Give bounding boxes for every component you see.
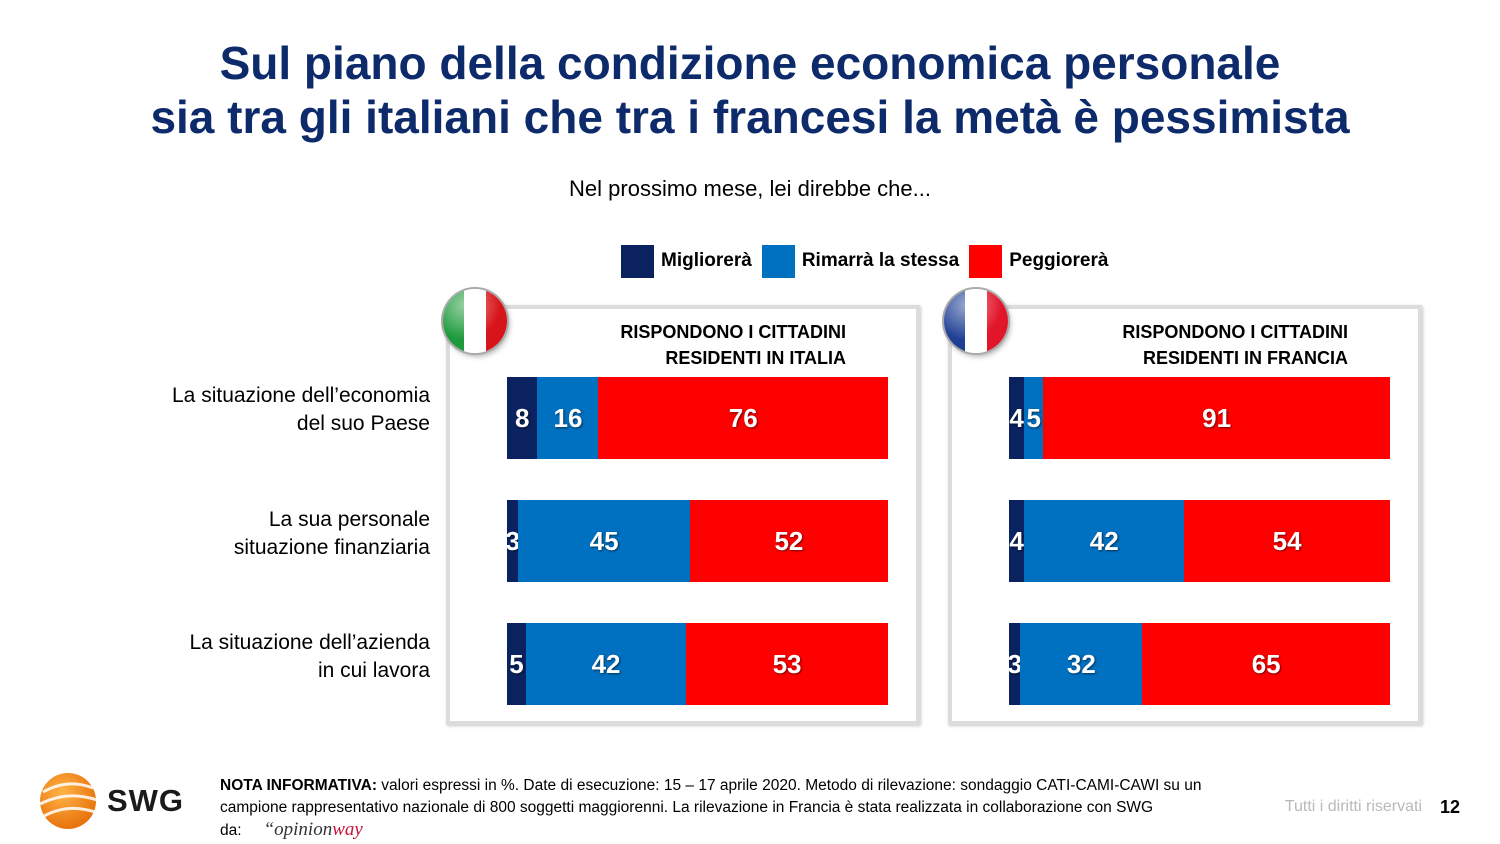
segment-rimarra: 45 xyxy=(518,500,690,582)
legend-swatch xyxy=(761,244,795,278)
swg-logo-icon xyxy=(39,773,98,829)
segment-migliorera: 5 xyxy=(507,623,527,705)
stacked-bar: 5 42 53 xyxy=(507,623,888,705)
data-label: 3 xyxy=(1007,648,1022,679)
title-line-2: sia tra gli italiani che tra i francesi … xyxy=(150,91,1350,143)
legend-item-migliorera: Migliorerà xyxy=(621,244,752,278)
legend-label: Rimarrà la stessa xyxy=(801,250,960,271)
stacked-bar: 3 45 52 xyxy=(505,500,888,582)
segment-peggiorera: 54 xyxy=(1184,500,1390,582)
row-label-economia: La situazione dell’economia del suo Paes… xyxy=(60,382,430,438)
row-label-line: del suo Paese xyxy=(296,412,430,435)
data-label: 32 xyxy=(1066,648,1096,679)
data-label: 5 xyxy=(1026,402,1041,433)
legend-item-peggiorera: Peggiorerà xyxy=(969,244,1109,278)
segment-rimarra: 5 xyxy=(1024,377,1044,459)
data-label: 4 xyxy=(1009,525,1024,556)
data-label: 5 xyxy=(509,648,524,679)
opinionway-logo: “opinionway xyxy=(264,819,363,840)
segment-peggiorera: 65 xyxy=(1142,623,1390,705)
data-label: 53 xyxy=(772,648,802,679)
panel-heading-line: RESIDENTI IN ITALIA xyxy=(665,348,846,368)
data-label: 45 xyxy=(589,525,619,556)
panel-heading-line: RESIDENTI IN FRANCIA xyxy=(1142,348,1348,368)
segment-migliorera: 3 xyxy=(505,500,520,582)
row-label-line: La sua personale xyxy=(268,508,430,531)
title-line-1: Sul piano della condizione economica per… xyxy=(219,37,1281,89)
data-label: 42 xyxy=(1089,525,1119,556)
data-label: 16 xyxy=(553,402,583,433)
data-label: 42 xyxy=(591,648,621,679)
row-label-finanziaria: La sua personale situazione finanziaria xyxy=(60,506,430,562)
segment-rimarra: 32 xyxy=(1020,623,1143,705)
segment-migliorera: 4 xyxy=(1009,500,1025,582)
data-label: 52 xyxy=(774,525,804,556)
data-label: 54 xyxy=(1272,525,1302,556)
legend-swatch xyxy=(621,244,654,278)
italy-flag-icon xyxy=(443,289,507,353)
panel-heading-line: RISPONDONO I CITTADINI xyxy=(620,322,846,342)
legend-label: Migliorerà xyxy=(661,250,752,271)
page-number: 12 xyxy=(1439,797,1460,817)
panel-heading-line: RISPONDONO I CITTADINI xyxy=(1122,322,1348,342)
segment-peggiorera: 53 xyxy=(686,623,888,705)
stacked-bar: 4 42 54 xyxy=(1009,500,1390,582)
row-label-azienda: La situazione dell’azienda in cui lavora xyxy=(60,629,430,685)
page-title: Sul piano della condizione economica per… xyxy=(0,36,1500,144)
rights-footer: Tutti i diritti riservati xyxy=(1284,798,1422,815)
legend-label: Peggiorerà xyxy=(1009,250,1109,271)
swg-logo-text: SWG xyxy=(107,783,185,818)
panel-heading: RISPONDONO I CITTADINI RESIDENTI IN ITAL… xyxy=(620,319,846,371)
row-label-line: situazione finanziaria xyxy=(233,536,430,559)
segment-rimarra: 16 xyxy=(537,377,599,459)
data-label: 8 xyxy=(515,402,530,433)
data-label: 65 xyxy=(1251,648,1281,679)
question-subtitle: Nel prossimo mese, lei direbbe che... xyxy=(569,176,931,201)
segment-peggiorera: 76 xyxy=(598,377,888,459)
opinionway-part2: way xyxy=(332,819,363,840)
france-flag-icon xyxy=(944,289,1008,353)
chart-legend: Migliorerà Rimarrà la stessa Peggiorerà xyxy=(621,244,1118,278)
stacked-bar: 8 16 76 xyxy=(507,377,888,459)
row-label-line: La situazione dell’azienda xyxy=(189,631,430,654)
segment-migliorera: 4 xyxy=(1009,377,1025,459)
stacked-bar: 3 32 65 xyxy=(1007,623,1390,705)
note-text: valori espressi in %. Date di esecuzione… xyxy=(220,777,1202,839)
stacked-bar: 4 5 91 xyxy=(1009,377,1390,459)
segment-migliorera: 3 xyxy=(1007,623,1022,705)
panel-heading: RISPONDONO I CITTADINI RESIDENTI IN FRAN… xyxy=(1122,319,1348,371)
opinionway-quote: “ xyxy=(263,819,275,840)
opinionway-part1: opinion xyxy=(274,819,333,840)
segment-peggiorera: 91 xyxy=(1043,377,1390,459)
segment-rimarra: 42 xyxy=(1024,500,1185,582)
segment-peggiorera: 52 xyxy=(689,500,888,582)
methodology-note: NOTA INFORMATIVA: valori espressi in %. … xyxy=(220,775,1210,842)
note-label: NOTA INFORMATIVA: xyxy=(220,777,377,794)
legend-swatch xyxy=(969,244,1003,278)
row-label-line: in cui lavora xyxy=(317,659,430,682)
row-label-line: La situazione dell’economia xyxy=(172,384,430,407)
legend-item-rimarra: Rimarrà la stessa xyxy=(761,244,960,278)
segment-migliorera: 8 xyxy=(507,377,538,459)
data-label: 4 xyxy=(1009,402,1024,433)
data-label: 91 xyxy=(1202,402,1232,433)
data-label: 76 xyxy=(728,402,758,433)
segment-rimarra: 42 xyxy=(526,623,687,705)
data-label: 3 xyxy=(505,525,520,556)
